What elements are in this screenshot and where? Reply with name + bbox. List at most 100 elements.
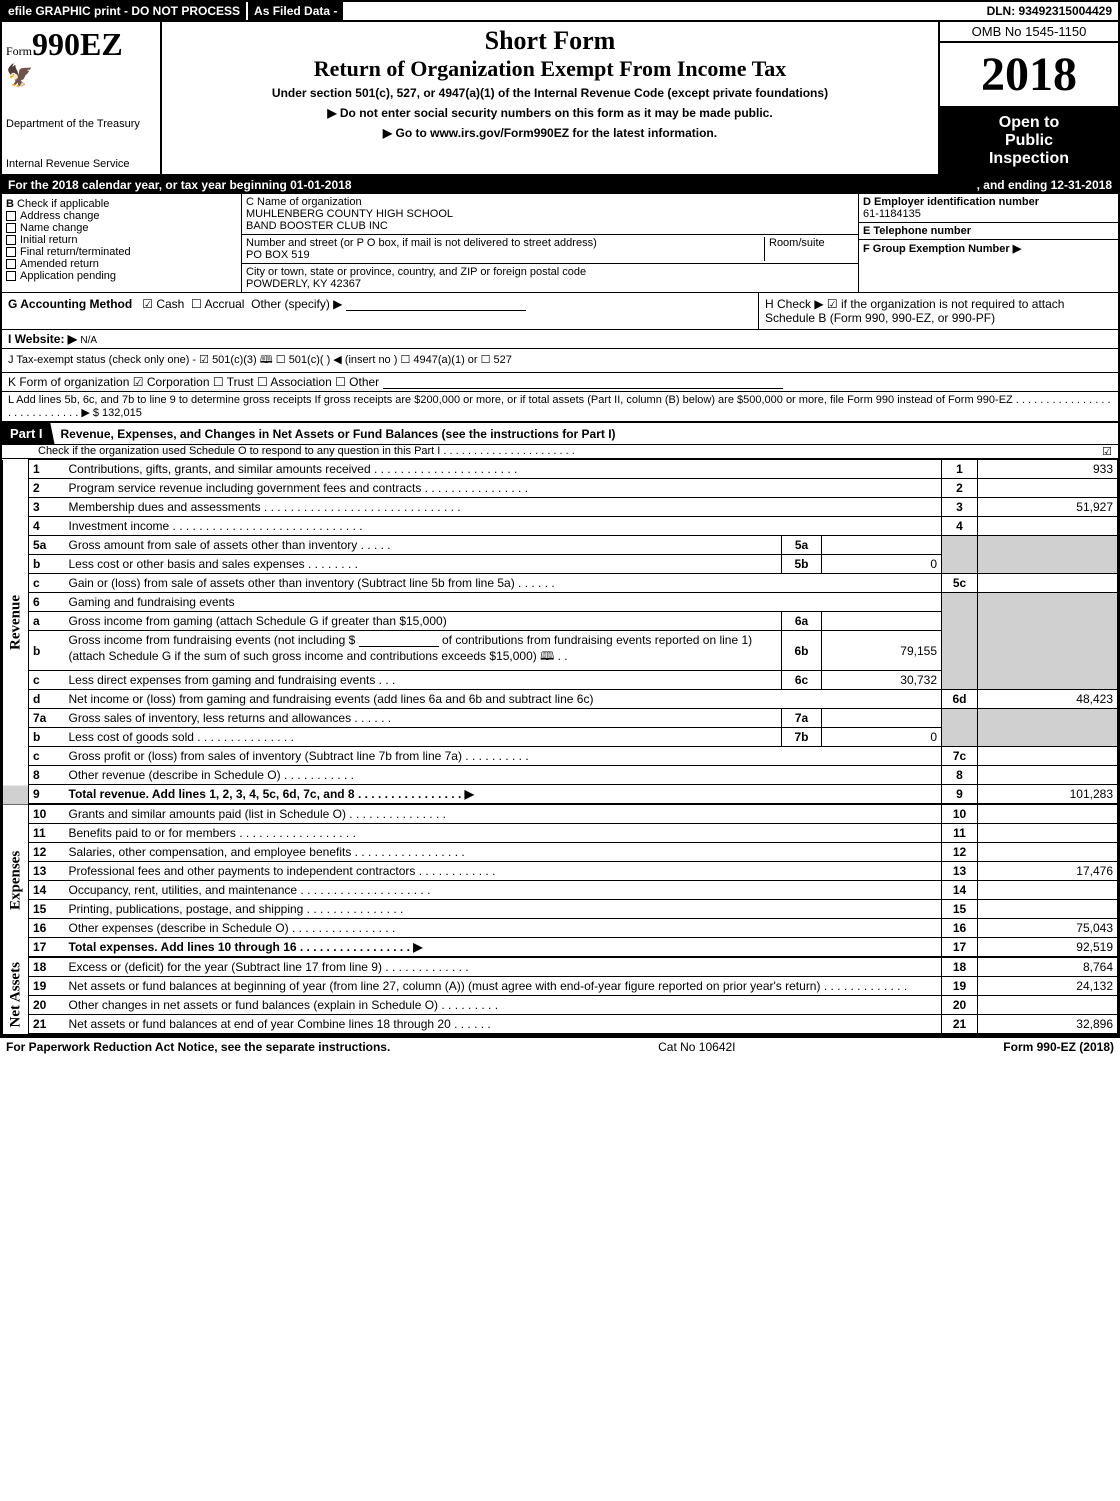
efile-label: efile GRAPHIC print - DO NOT PROCESS: [2, 2, 246, 20]
line-7a-desc: Gross sales of inventory, less returns a…: [65, 709, 782, 728]
line-7a-subval: [822, 709, 942, 728]
line-6a-desc: Gross income from gaming (attach Schedul…: [65, 612, 782, 631]
line-16-desc: Other expenses (describe in Schedule O) …: [65, 919, 942, 938]
line-19-desc: Net assets or fund balances at beginning…: [65, 977, 942, 996]
line-8: 8Other revenue (describe in Schedule O) …: [3, 766, 1118, 785]
k-other-input[interactable]: [383, 375, 783, 389]
checkbox-amended-return[interactable]: [6, 259, 16, 269]
section-b: B Check if applicable Address change Nam…: [2, 194, 242, 292]
form-990ez-page: efile GRAPHIC print - DO NOT PROCESS As …: [0, 0, 1120, 1036]
line-7c-desc: Gross profit or (loss) from sales of inv…: [65, 747, 942, 766]
row-gh: G Accounting Method ☑ Cash ☐ Accrual Oth…: [2, 293, 1118, 330]
line-20-val: [978, 996, 1118, 1015]
line-8-desc: Other revenue (describe in Schedule O) .…: [65, 766, 942, 785]
line-15-desc: Printing, publications, postage, and shi…: [65, 900, 942, 919]
line-14-val: [978, 881, 1118, 900]
c-city-row: City or town, state or province, country…: [242, 264, 858, 292]
line-15-val: [978, 900, 1118, 919]
line-4-desc: Investment income . . . . . . . . . . . …: [65, 517, 942, 536]
form-number: Form990EZ: [6, 26, 156, 63]
part1-header: Part I Revenue, Expenses, and Changes in…: [2, 423, 1118, 445]
f-label: F Group Exemption Number ▶: [863, 243, 1021, 255]
line-6b-blank[interactable]: [359, 633, 439, 647]
line-6a-subval: [822, 612, 942, 631]
g-other: Other (specify) ▶: [251, 297, 342, 311]
under-section: Under section 501(c), 527, or 4947(a)(1)…: [170, 86, 930, 100]
public-warning: ▶ Do not enter social security numbers o…: [170, 106, 930, 120]
checkbox-address-change[interactable]: [6, 211, 16, 221]
asfiled-label: As Filed Data -: [246, 2, 343, 20]
inspect-2: Public: [942, 132, 1116, 150]
checkbox-final-return[interactable]: [6, 247, 16, 257]
side-revenue: Revenue: [3, 460, 29, 785]
line-21-desc: Net assets or fund balances at end of ye…: [65, 1015, 942, 1034]
line-20: 20Other changes in net assets or fund ba…: [3, 996, 1118, 1015]
line-5b-subval: 0: [822, 555, 942, 574]
line-9-desc: Total revenue. Add lines 1, 2, 3, 4, 5c,…: [65, 785, 942, 805]
row-a-ending: , and ending 12-31-2018: [977, 178, 1112, 192]
line-4-val: [978, 517, 1118, 536]
line-18: Net Assets 18Excess or (deficit) for the…: [3, 957, 1118, 977]
i-label: I Website: ▶: [8, 332, 77, 346]
i-value: N/A: [80, 335, 97, 346]
line-8-val: [978, 766, 1118, 785]
line-6-desc: Gaming and fundraising events: [65, 593, 942, 612]
line-5c-val: [978, 574, 1118, 593]
open-public-inspection: Open to Public Inspection: [940, 108, 1118, 174]
line-5a-sub: 5a: [782, 536, 822, 555]
line-7b-sub: 7b: [782, 728, 822, 747]
inspect-1: Open to: [942, 114, 1116, 132]
line-6b-desc1: Gross income from fundraising events (no…: [69, 633, 359, 647]
j-line: J Tax-exempt status (check only one) - ☑…: [2, 349, 1118, 373]
checkbox-application-pending[interactable]: [6, 271, 16, 281]
line-7c: cGross profit or (loss) from sales of in…: [3, 747, 1118, 766]
line-2-val: [978, 479, 1118, 498]
short-form-title: Short Form: [170, 26, 930, 56]
line-12-val: [978, 843, 1118, 862]
line-6d: dNet income or (loss) from gaming and fu…: [3, 690, 1118, 709]
checkbox-name-change[interactable]: [6, 223, 16, 233]
section-def: D Employer identification number 61-1184…: [858, 194, 1118, 292]
line-21: 21Net assets or fund balances at end of …: [3, 1015, 1118, 1034]
part1-sub-check[interactable]: ☑: [1102, 445, 1118, 458]
row-a-text: For the 2018 calendar year, or tax year …: [8, 178, 352, 192]
goto-link[interactable]: ▶ Go to www.irs.gov/Form990EZ for the la…: [170, 126, 930, 140]
line-6b-desc: Gross income from fundraising events (no…: [65, 631, 782, 671]
side-expenses: Expenses: [3, 804, 29, 957]
g-accrual[interactable]: ☐ Accrual: [191, 297, 244, 311]
g-other-input[interactable]: [346, 297, 526, 311]
line-11-val: [978, 824, 1118, 843]
line-10: Expenses 10Grants and similar amounts pa…: [3, 804, 1118, 824]
line-6b-sub: 6b: [782, 631, 822, 671]
part1-table: Revenue 1Contributions, gifts, grants, a…: [2, 459, 1118, 1034]
line-15: 15Printing, publications, postage, and s…: [3, 900, 1118, 919]
line-10-desc: Grants and similar amounts paid (list in…: [65, 804, 942, 824]
form-header: Form990EZ 🦅 Department of the Treasury I…: [2, 22, 1118, 176]
line-2-desc: Program service revenue including govern…: [65, 479, 942, 498]
b-item-1: Name change: [20, 222, 89, 234]
part1-title: Revenue, Expenses, and Changes in Net As…: [55, 425, 622, 443]
f-row: F Group Exemption Number ▶: [859, 240, 1118, 257]
b-item-2: Initial return: [20, 234, 77, 246]
line-9-val: 101,283: [978, 785, 1118, 805]
g-cash[interactable]: ☑ Cash: [142, 297, 184, 311]
d-value: 61-1184135: [863, 208, 1114, 220]
c-addr-label: Number and street (or P O box, if mail i…: [246, 237, 764, 249]
k-line: K Form of organization ☑ Corporation ☐ T…: [2, 373, 1118, 392]
line-7b-subval: 0: [822, 728, 942, 747]
checkbox-initial-return[interactable]: [6, 235, 16, 245]
line-19: 19Net assets or fund balances at beginni…: [3, 977, 1118, 996]
line-6c-desc: Less direct expenses from gaming and fun…: [65, 671, 782, 690]
line-18-val: 8,764: [978, 957, 1118, 977]
line-7b-desc: Less cost of goods sold . . . . . . . . …: [65, 728, 782, 747]
e-label: E Telephone number: [863, 225, 971, 237]
dept-label: Department of the Treasury: [6, 118, 156, 130]
efile-banner: efile GRAPHIC print - DO NOT PROCESS As …: [2, 2, 1118, 22]
line-6b-subval: 79,155: [822, 631, 942, 671]
line-3-desc: Membership dues and assessments . . . . …: [65, 498, 942, 517]
seal-row: 🦅: [6, 63, 156, 89]
line-10-val: [978, 804, 1118, 824]
line-7a-sub: 7a: [782, 709, 822, 728]
line-13-val: 17,476: [978, 862, 1118, 881]
line-6c-sub: 6c: [782, 671, 822, 690]
